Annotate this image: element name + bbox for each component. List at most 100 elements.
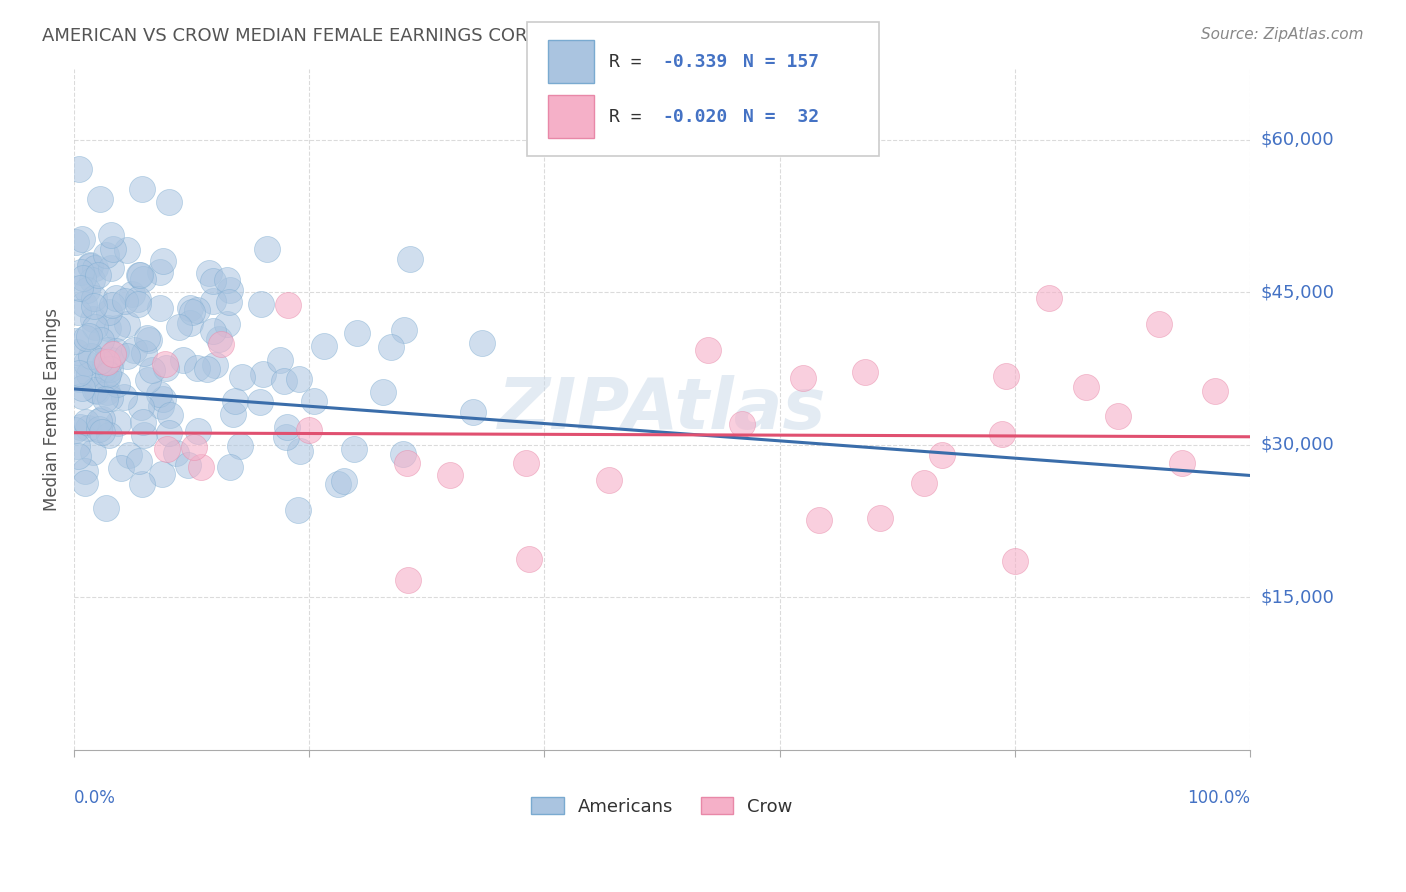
Text: AMERICAN VS CROW MEDIAN FEMALE EARNINGS CORRELATION CHART: AMERICAN VS CROW MEDIAN FEMALE EARNINGS … (42, 27, 683, 45)
Text: N = 157: N = 157 (744, 53, 820, 70)
Point (138, 333, 160, 347)
Point (152, 254, 174, 268)
Point (82, 312, 104, 326)
Point (202, 294, 225, 309)
Point (148, 387, 170, 401)
Point (269, 352, 291, 367)
Point (96, 355, 118, 369)
Point (153, 357, 176, 371)
Point (198, 266, 221, 280)
Point (201, 274, 224, 288)
Point (98, 392, 121, 406)
Point (155, 360, 177, 375)
Point (84, 261, 107, 276)
Text: $60,000: $60,000 (1261, 131, 1334, 149)
Point (66, 450, 89, 464)
Legend: Americans, Crow: Americans, Crow (524, 790, 800, 822)
Point (96, 384, 118, 399)
Point (69, 419, 91, 434)
Point (371, 384, 394, 399)
Point (332, 475, 354, 489)
Point (70, 381, 93, 395)
Point (697, 343, 720, 357)
Point (77, 367, 100, 381)
Point (90, 425, 112, 440)
Point (1038, 291, 1060, 305)
Point (177, 458, 200, 472)
Point (471, 336, 494, 351)
Text: $15,000: $15,000 (1261, 589, 1334, 607)
Point (124, 343, 146, 358)
Point (67, 366, 90, 380)
Point (994, 369, 1017, 384)
Point (202, 324, 225, 338)
Point (277, 297, 299, 311)
Point (250, 297, 273, 311)
Point (172, 353, 194, 368)
Point (302, 394, 325, 409)
Point (252, 368, 274, 382)
Point (396, 573, 419, 587)
Point (94, 356, 117, 370)
Text: Source: ZipAtlas.com: Source: ZipAtlas.com (1201, 27, 1364, 42)
Point (65, 235, 87, 249)
Point (97, 367, 120, 381)
Point (97, 321, 120, 335)
Point (94, 501, 117, 516)
Point (70, 389, 93, 403)
Point (204, 359, 226, 373)
Point (80, 273, 103, 287)
Point (112, 390, 135, 404)
Point (69, 264, 91, 278)
Point (157, 194, 180, 209)
Text: 0.0%: 0.0% (75, 789, 117, 807)
Point (89, 192, 111, 206)
Point (76, 283, 98, 297)
Point (87, 268, 110, 283)
Point (115, 243, 138, 257)
Point (598, 473, 620, 487)
Point (98, 362, 121, 376)
Point (69, 281, 91, 295)
Text: $45,000: $45,000 (1261, 284, 1334, 301)
Point (853, 365, 876, 379)
Point (75, 331, 97, 345)
Point (209, 337, 232, 351)
Point (127, 297, 149, 311)
Point (1204, 384, 1226, 398)
Point (149, 265, 172, 279)
Point (66, 439, 89, 453)
Point (288, 444, 311, 458)
Point (312, 339, 335, 353)
Point (115, 349, 138, 363)
Point (100, 228, 122, 243)
Point (208, 332, 231, 346)
Text: R =: R = (609, 53, 652, 70)
Point (180, 304, 202, 318)
Text: -0.020: -0.020 (662, 108, 728, 126)
Point (118, 448, 141, 462)
Point (517, 552, 540, 566)
Point (91, 412, 114, 426)
Point (152, 392, 174, 406)
Point (87, 414, 110, 428)
Point (90, 334, 112, 348)
Point (195, 362, 218, 376)
Text: R =: R = (609, 108, 652, 126)
Point (132, 272, 155, 286)
Point (83, 299, 105, 313)
Point (1004, 554, 1026, 568)
Point (217, 273, 239, 287)
Point (274, 430, 297, 444)
Point (79, 258, 101, 272)
Point (101, 298, 124, 312)
Point (229, 440, 252, 454)
Point (65, 334, 87, 348)
Point (98, 427, 121, 442)
Point (131, 181, 153, 195)
Point (132, 346, 155, 360)
Point (392, 323, 415, 337)
Point (84, 383, 107, 397)
Point (276, 419, 298, 434)
Point (70, 232, 93, 246)
